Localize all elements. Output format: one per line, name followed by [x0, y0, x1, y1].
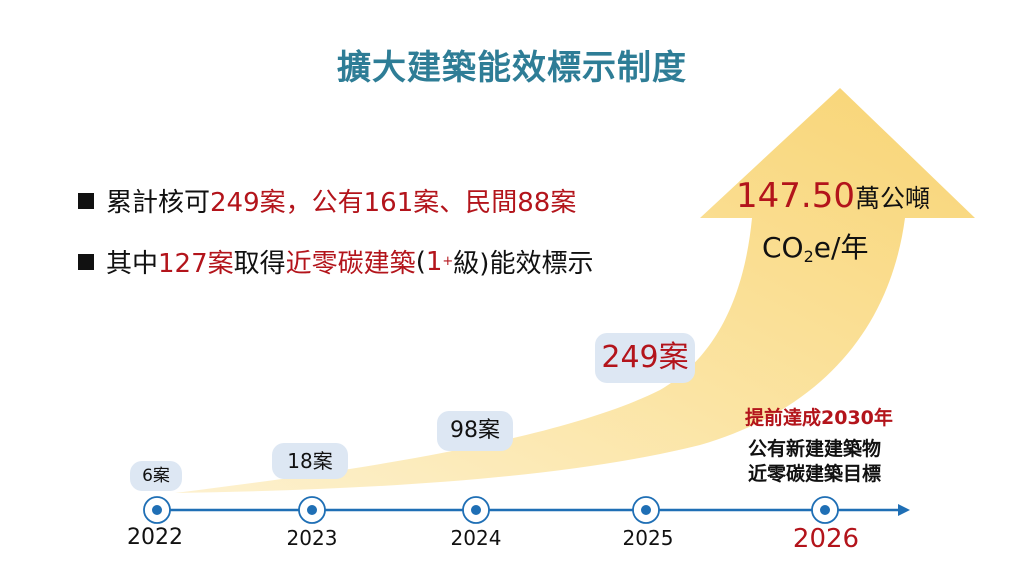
co2-prefix: CO — [762, 231, 804, 264]
carbon-reduction-value: 147.50萬公噸 — [736, 176, 930, 216]
year-label-2022: 2022 — [127, 525, 183, 550]
square-bullet-icon — [78, 192, 94, 209]
goal-line-2: 近零碳建築目標 — [748, 463, 882, 485]
goal-headline: 提前達成2030年 — [745, 407, 893, 429]
count-bubble-2023: 18案 — [272, 443, 348, 479]
bullet-text: 其中 — [106, 249, 159, 279]
bullet-highlight: 127案 — [158, 249, 234, 279]
curved-arrow-shape — [175, 88, 975, 493]
bullet-highlight: 1 — [425, 246, 443, 277]
year-label-2026: 2026 — [792, 524, 860, 554]
count-bubble-2024: 98案 — [437, 411, 513, 451]
carbon-unit-line: CO2e/年 — [762, 226, 868, 266]
bullet-text: 取得 — [233, 249, 286, 279]
carbon-value: 147.50 — [736, 176, 855, 216]
superscript-plus: + — [442, 254, 454, 269]
page-title: 擴大建築能效標示制度 — [337, 48, 687, 88]
year-label-2023: 2023 — [286, 526, 338, 550]
carbon-unit: 萬公噸 — [854, 184, 930, 213]
co2-subscript: 2 — [803, 247, 814, 266]
bullet-highlight: 近零碳建築 — [285, 249, 416, 279]
square-bullet-icon — [78, 253, 94, 270]
bullet-total-approvals: 累計核可 249案，公有161案、民間88案 — [78, 182, 576, 219]
timeline-arrowhead-icon — [898, 504, 910, 516]
bullet-highlight: 249案，公有161案、民間88案 — [210, 188, 577, 218]
count-bubble-2022: 6案 — [130, 461, 182, 491]
bullet-text: 累計核可 — [106, 188, 211, 218]
co2-suffix: e/年 — [813, 231, 869, 264]
count-bubble-2025: 249案 — [595, 333, 695, 383]
year-label-2024: 2024 — [450, 526, 502, 550]
bullet-text: ( — [415, 246, 426, 277]
goal-line-1: 公有新建建築物 — [748, 438, 882, 460]
bullet-near-zero-carbon: 其中 127案 取得 近零碳建築(1 + 級)能效標示 — [78, 243, 593, 280]
timeline-nodes — [143, 496, 839, 524]
bullet-text: 級)能效標示 — [453, 249, 594, 279]
year-label-2025: 2025 — [622, 526, 674, 550]
